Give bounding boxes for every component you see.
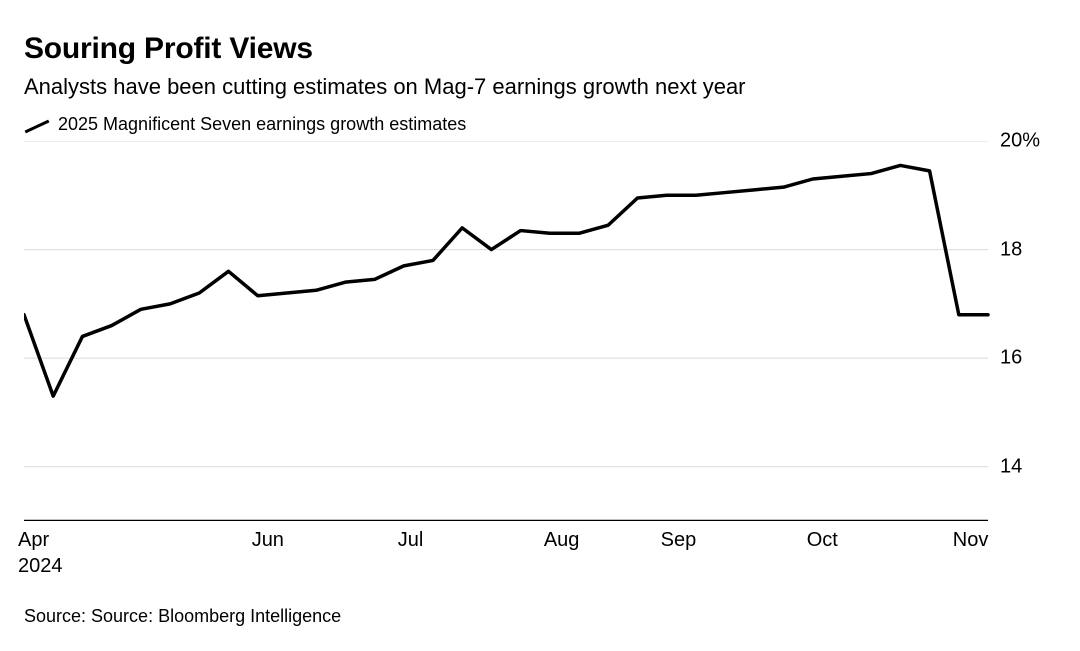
ytick-label: 20%	[1000, 130, 1040, 153]
legend: 2025 Magnificent Seven earnings growth e…	[24, 114, 1056, 135]
ytick-label: 18	[1000, 238, 1022, 261]
xtick-label: Sep	[661, 529, 697, 552]
xtick-label: Jul	[398, 529, 424, 552]
legend-line-icon	[24, 118, 50, 132]
chart-plot-area: 14161820%AprJunJulAugSepOctNov2024	[24, 141, 1056, 521]
series-line	[24, 165, 988, 396]
legend-label: 2025 Magnificent Seven earnings growth e…	[58, 114, 466, 135]
xtick-label: Oct	[807, 529, 838, 552]
chart-subtitle: Analysts have been cutting estimates on …	[24, 74, 1056, 100]
chart-title: Souring Profit Views	[24, 32, 1056, 66]
xtick-label: Apr	[18, 529, 49, 552]
xtick-year-label: 2024	[18, 555, 63, 578]
chart-container: Souring Profit Views Analysts have been …	[0, 0, 1080, 651]
xtick-label: Nov	[953, 529, 989, 552]
source-line: Source: Source: Bloomberg Intelligence	[24, 606, 341, 627]
xtick-label: Aug	[544, 529, 580, 552]
ytick-label: 16	[1000, 347, 1022, 370]
chart-svg	[24, 141, 1056, 521]
ytick-label: 14	[1000, 455, 1022, 478]
xtick-label: Jun	[252, 529, 284, 552]
